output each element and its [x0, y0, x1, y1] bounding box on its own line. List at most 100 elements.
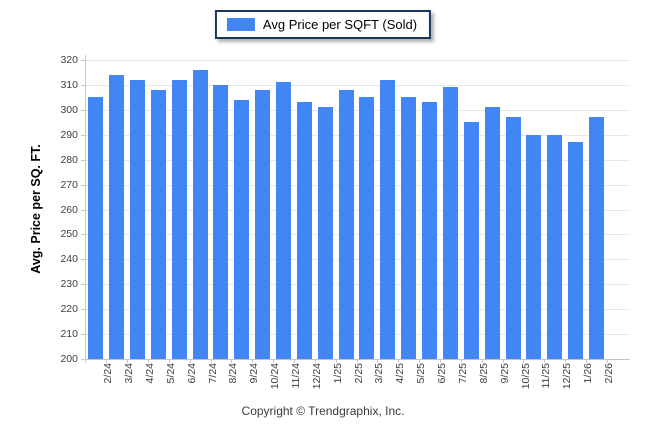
y-tick-label: 210: [60, 328, 78, 341]
y-tick-mark: [81, 84, 85, 86]
y-tick-mark: [81, 334, 85, 336]
x-tick-label: 12/24: [310, 363, 323, 390]
bar-11/25[interactable]: [526, 134, 542, 359]
x-tick-mark: [293, 359, 295, 363]
y-tick-mark: [81, 109, 85, 111]
x-tick-mark: [210, 359, 212, 363]
gridline: [85, 84, 630, 86]
bar-11/24[interactable]: [276, 82, 292, 359]
x-tick-label: 9/25: [498, 363, 511, 384]
gridline: [85, 309, 630, 311]
y-tick-label: 220: [60, 303, 78, 316]
x-tick-mark: [168, 359, 170, 363]
y-tick-mark: [81, 159, 85, 161]
bar-4/24[interactable]: [130, 79, 146, 359]
x-tick-mark: [127, 359, 129, 363]
bar-7/25[interactable]: [442, 87, 458, 359]
x-tick-mark: [147, 359, 149, 363]
y-tick-label: 260: [60, 203, 78, 216]
bar-10/24[interactable]: [255, 89, 271, 359]
bar-3/24[interactable]: [109, 74, 125, 359]
x-tick-label: 6/25: [436, 363, 449, 384]
x-tick-mark: [502, 359, 504, 363]
legend: Avg Price per SQFT (Sold): [214, 10, 432, 39]
y-tick-label: 290: [60, 128, 78, 141]
x-tick-mark: [189, 359, 191, 363]
y-tick-mark: [81, 60, 85, 61]
legend-label: Avg Price per SQFT (Sold): [262, 17, 418, 32]
bar-9/24[interactable]: [234, 99, 250, 359]
bar-8/25[interactable]: [463, 122, 479, 359]
x-tick-label: 5/24: [164, 363, 177, 384]
x-tick-mark: [106, 359, 108, 363]
x-tick-mark: [523, 359, 525, 363]
legend-swatch: [226, 18, 255, 31]
y-axis-line: [85, 55, 86, 359]
x-tick-label: 8/25: [477, 363, 490, 384]
bar-12/24[interactable]: [296, 102, 312, 359]
x-tick-label: 11/25: [540, 363, 553, 389]
gridline: [85, 334, 630, 336]
x-tick-label: 1/26: [582, 363, 595, 384]
y-tick-mark: [81, 234, 85, 236]
x-tick-mark: [606, 359, 608, 363]
bar-5/24[interactable]: [150, 89, 166, 359]
x-tick-mark: [439, 359, 441, 363]
bar-2/25[interactable]: [338, 89, 354, 359]
y-tick-label: 320: [60, 54, 78, 66]
copyright-text: Copyright © Trendgraphix, Inc.: [241, 404, 405, 418]
gridline: [85, 184, 630, 186]
x-tick-label: 2/25: [352, 363, 365, 384]
y-tick-label: 230: [60, 278, 78, 291]
bar-8/24[interactable]: [213, 84, 229, 359]
bar-1/26[interactable]: [568, 142, 584, 359]
x-tick-label: 3/25: [373, 363, 386, 384]
x-tick-mark: [481, 359, 483, 363]
y-tick-mark: [81, 359, 85, 360]
bar-10/25[interactable]: [505, 117, 521, 359]
bar-9/25[interactable]: [484, 107, 500, 359]
gridline: [85, 159, 630, 161]
gridline: [85, 284, 630, 286]
bar-6/25[interactable]: [422, 102, 438, 359]
gridline: [85, 60, 630, 61]
x-tick-label: 9/24: [248, 363, 261, 384]
bar-3/25[interactable]: [359, 97, 375, 359]
x-tick-mark: [419, 359, 421, 363]
x-tick-mark: [314, 359, 316, 363]
bar-4/25[interactable]: [380, 79, 396, 359]
bar-12/25[interactable]: [547, 134, 563, 359]
gridline: [85, 134, 630, 136]
x-tick-label: 10/24: [269, 363, 282, 390]
bar-6/24[interactable]: [171, 79, 187, 359]
x-tick-label: 1/25: [331, 363, 344, 384]
y-tick-mark: [81, 259, 85, 261]
y-tick-mark: [81, 209, 85, 211]
bar-1/25[interactable]: [317, 107, 333, 359]
x-tick-mark: [586, 359, 587, 363]
bar-5/25[interactable]: [401, 97, 417, 359]
x-tick-mark: [231, 359, 233, 363]
x-tick-mark: [273, 359, 275, 363]
y-tick-label: 270: [60, 178, 78, 191]
x-tick-label: 2/26: [602, 363, 615, 384]
y-tick-label: 240: [60, 253, 78, 266]
gridline: [85, 234, 630, 236]
x-tick-mark: [335, 359, 337, 363]
gridline: [85, 109, 630, 111]
x-tick-label: 6/24: [185, 363, 198, 384]
bar-2/26[interactable]: [588, 117, 604, 359]
x-tick-label: 7/24: [206, 363, 219, 384]
gridline: [85, 259, 630, 261]
x-tick-mark: [398, 359, 400, 363]
y-tick-label: 200: [60, 353, 78, 365]
bar-2/24[interactable]: [88, 97, 104, 359]
x-tick-label: 11/24: [290, 363, 303, 389]
x-tick-label: 2/24: [102, 363, 115, 384]
bar-7/24[interactable]: [192, 69, 208, 359]
x-tick-label: 4/24: [144, 363, 157, 384]
x-tick-mark: [252, 359, 254, 363]
x-tick-label: 5/25: [415, 363, 428, 384]
x-tick-label: 10/25: [519, 363, 532, 390]
x-tick-mark: [544, 359, 546, 363]
